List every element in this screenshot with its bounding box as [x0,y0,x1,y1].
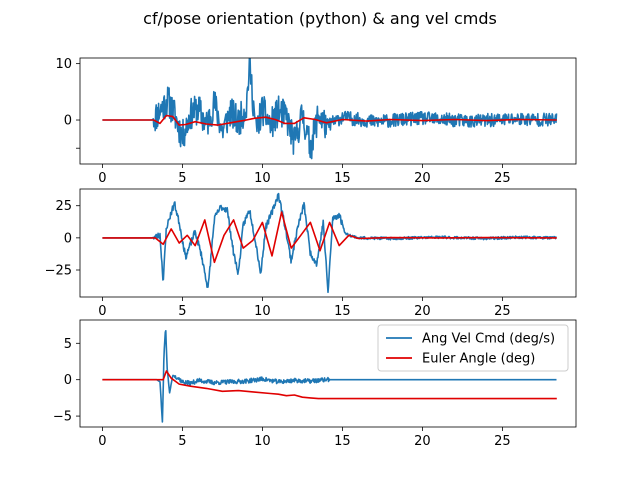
x-tick-label-2-5: 25 [494,304,511,319]
y-tick-label-1-1: 10 [55,57,72,72]
x-tick-label-2-4: 20 [414,304,431,319]
x-tick-label-1-5: 25 [494,171,511,186]
panels-group: 0 5 10 15 20 25 0 10 0 5 10 15 20 25 −25 0 25 0 5 10 15 20 25 −… [45,57,577,449]
x-tick-label-3-3: 15 [334,434,351,449]
x-tick-label-2-0: 0 [98,304,106,319]
axes-frame-1 [79,57,577,165]
legend-label-cmd: Ang Vel Cmd (deg/s) [422,332,555,347]
y-tick-label-3-2: 5 [64,337,72,352]
y-tick-label-3-0: −5 [53,410,72,425]
x-tick-label-2-1: 5 [178,304,186,319]
x-tick-label-3-5: 25 [494,434,511,449]
x-tick-label-1-0: 0 [98,171,106,186]
x-tick-label-1-3: 15 [334,171,351,186]
series-line-euler-2 [102,211,557,264]
series-line-euler-1 [102,114,557,126]
legend-label-euler: Euler Angle (deg) [422,352,535,367]
legend: Ang Vel Cmd (deg/s) Euler Angle (deg) [377,324,569,372]
plot-area-1 [102,58,558,160]
plot-area-2 [102,192,557,294]
x-tick-label-3-2: 10 [254,434,271,449]
panel-1: 0 5 10 15 20 25 0 10 [55,57,577,186]
y-tick-label-2-1: 0 [64,231,72,246]
series-line-cmd-3 [102,329,557,423]
x-tick-label-2-2: 10 [254,304,271,319]
plot-area-3 [102,329,557,423]
figure-title: cf/pose orientation (python) & ang vel c… [143,9,497,28]
panel-3: 0 5 10 15 20 25 −5 0 5 Ang Vel Cmd (deg/s) Euler A… [53,319,577,449]
axes-frame-3 [79,319,577,428]
series-line-cmd-2 [102,192,557,294]
x-tick-label-3-1: 5 [178,434,186,449]
x-tick-label-3-4: 20 [414,434,431,449]
y-tick-label-2-0: −25 [45,264,72,279]
x-tick-label-3-0: 0 [98,434,106,449]
panel-2: 0 5 10 15 20 25 −25 0 25 [45,188,577,319]
series-line-cmd-1 [102,58,558,160]
legend-box [377,324,569,372]
x-tick-label-2-3: 15 [334,304,351,319]
x-tick-label-1-4: 20 [414,171,431,186]
x-tick-label-1-2: 10 [254,171,271,186]
y-tick-label-1-0: 0 [64,114,72,129]
y-tick-label-2-2: 25 [55,199,72,214]
series-line-euler-3 [102,370,557,400]
x-tick-label-1-1: 5 [178,171,186,186]
axes-frame-2 [79,188,577,298]
y-tick-label-3-1: 0 [64,373,72,388]
